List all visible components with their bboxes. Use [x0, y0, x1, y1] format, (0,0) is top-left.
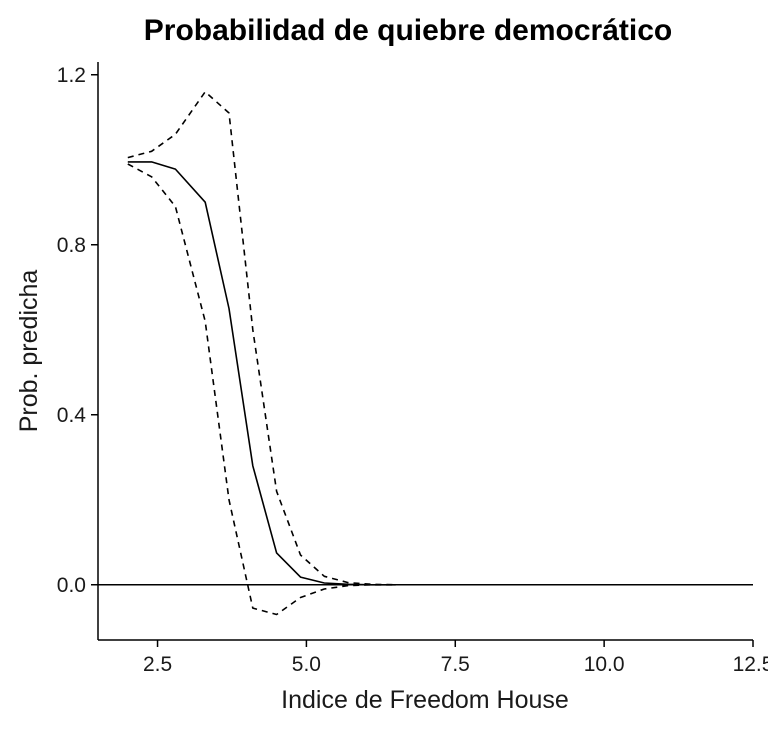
x-tick-label: 2.5: [143, 653, 172, 676]
y-tick-label: 0.0: [57, 574, 86, 597]
lower-bound-line: [127, 163, 396, 616]
x-axis-label: Indice de Freedom House: [281, 686, 569, 714]
plot-area: 0.0 0.4 0.8 1.2 2.5 5.0 7.5 10.0 12.5: [57, 62, 768, 676]
x-tick-label: 10.0: [584, 653, 625, 676]
predicted-probability-line: [127, 161, 396, 586]
upper-bound-line: [127, 91, 396, 586]
y-tick-label: 0.8: [57, 234, 86, 257]
y-tick-label: 1.2: [57, 64, 86, 87]
y-tick-label: 0.4: [57, 404, 87, 427]
x-tick-label: 7.5: [441, 653, 470, 676]
chart-title: Probabilidad de quiebre democrático: [144, 14, 672, 47]
y-axis-label: Prob. predicha: [15, 270, 43, 433]
x-tick-label: 12.5: [733, 653, 768, 676]
x-tick-label: 5.0: [292, 653, 321, 676]
